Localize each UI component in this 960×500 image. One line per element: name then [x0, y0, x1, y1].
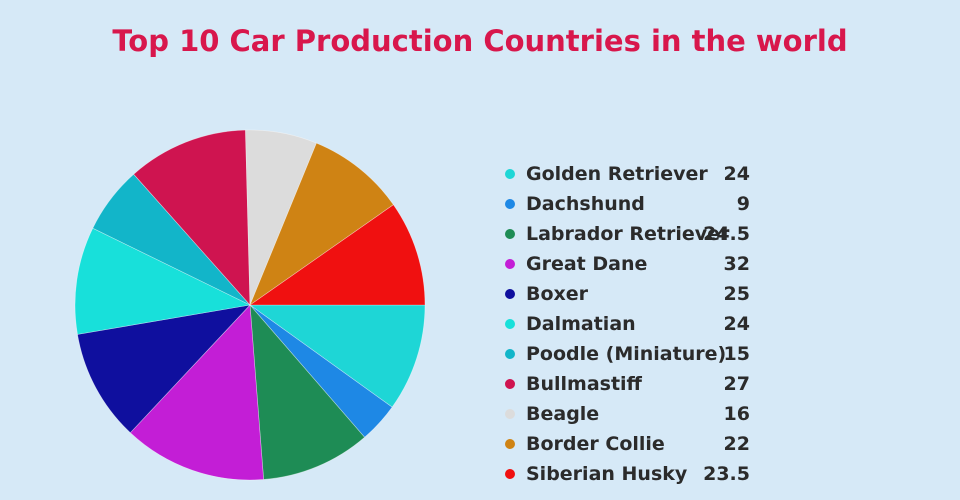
legend-dot-icon — [505, 349, 515, 359]
legend-value: 24 — [723, 313, 750, 335]
legend-label: Poodle (Miniature) — [526, 343, 727, 365]
legend-value: 15 — [723, 343, 750, 365]
legend-item[interactable]: Dachshund 9 — [505, 189, 765, 219]
legend-label: Border Collie — [526, 433, 665, 455]
legend-dot-icon — [505, 259, 515, 269]
legend-dot-icon — [505, 379, 515, 389]
legend-item[interactable]: Golden Retriever 24 — [505, 159, 765, 189]
pie-slice-4[interactable] — [77, 304, 251, 434]
legend-label: Boxer — [526, 283, 589, 305]
chart-title: Top 10 Car Production Countries in the w… — [112, 24, 848, 58]
pie-slice-10[interactable] — [249, 204, 426, 306]
legend-item[interactable]: Labrador Retriever 24.5 — [505, 219, 765, 249]
legend-dot-icon — [505, 439, 515, 449]
legend-value: 32 — [723, 253, 750, 275]
legend-value: 22 — [723, 433, 750, 455]
legend-item[interactable]: Border Collie 22 — [505, 429, 765, 459]
legend: Golden Retriever 24 Dachshund 9 Labrador Ret… — [505, 159, 765, 489]
pie-slice-9[interactable] — [249, 142, 394, 306]
pie-slice-2[interactable] — [249, 304, 366, 480]
legend-label: Dalmatian — [526, 313, 636, 335]
legend-item[interactable]: Beagle 16 — [505, 399, 765, 429]
legend-dot-icon — [505, 469, 515, 479]
legend-item[interactable]: Bullmastiff 27 — [505, 369, 765, 399]
legend-item[interactable]: Boxer 25 — [505, 279, 765, 309]
legend-item[interactable]: Dalmatian 24 — [505, 309, 765, 339]
legend-dot-icon — [505, 289, 515, 299]
pie-slice-0[interactable] — [249, 304, 426, 408]
legend-value: 16 — [723, 403, 750, 425]
legend-label: Great Dane — [526, 253, 648, 275]
legend-dot-icon — [505, 319, 515, 329]
legend-value: 25 — [723, 283, 750, 305]
legend-item[interactable]: Siberian Husky 23.5 — [505, 459, 765, 489]
legend-dot-icon — [505, 409, 515, 419]
legend-label: Dachshund — [526, 193, 645, 215]
legend-label: Beagle — [526, 403, 600, 425]
pie-slice-7[interactable] — [133, 129, 251, 306]
legend-label: Golden Retriever — [526, 163, 708, 185]
legend-item[interactable]: Poodle (Miniature) 15 — [505, 339, 765, 369]
legend-label: Bullmastiff — [526, 373, 642, 395]
legend-label: Siberian Husky — [526, 463, 688, 485]
legend-value: 9 — [736, 193, 750, 215]
legend-value: 24 — [723, 163, 750, 185]
legend-label: Labrador Retriever — [526, 223, 730, 245]
legend-value: 23.5 — [703, 463, 750, 485]
legend-dot-icon — [505, 229, 515, 239]
legend-value: 27 — [723, 373, 750, 395]
pie-slice-5[interactable] — [74, 227, 251, 335]
legend-item[interactable]: Great Dane 32 — [505, 249, 765, 279]
pie-slice-3[interactable] — [129, 304, 264, 481]
legend-dot-icon — [505, 169, 515, 179]
legend-dot-icon — [505, 199, 515, 209]
legend-value: 24.5 — [703, 223, 750, 245]
